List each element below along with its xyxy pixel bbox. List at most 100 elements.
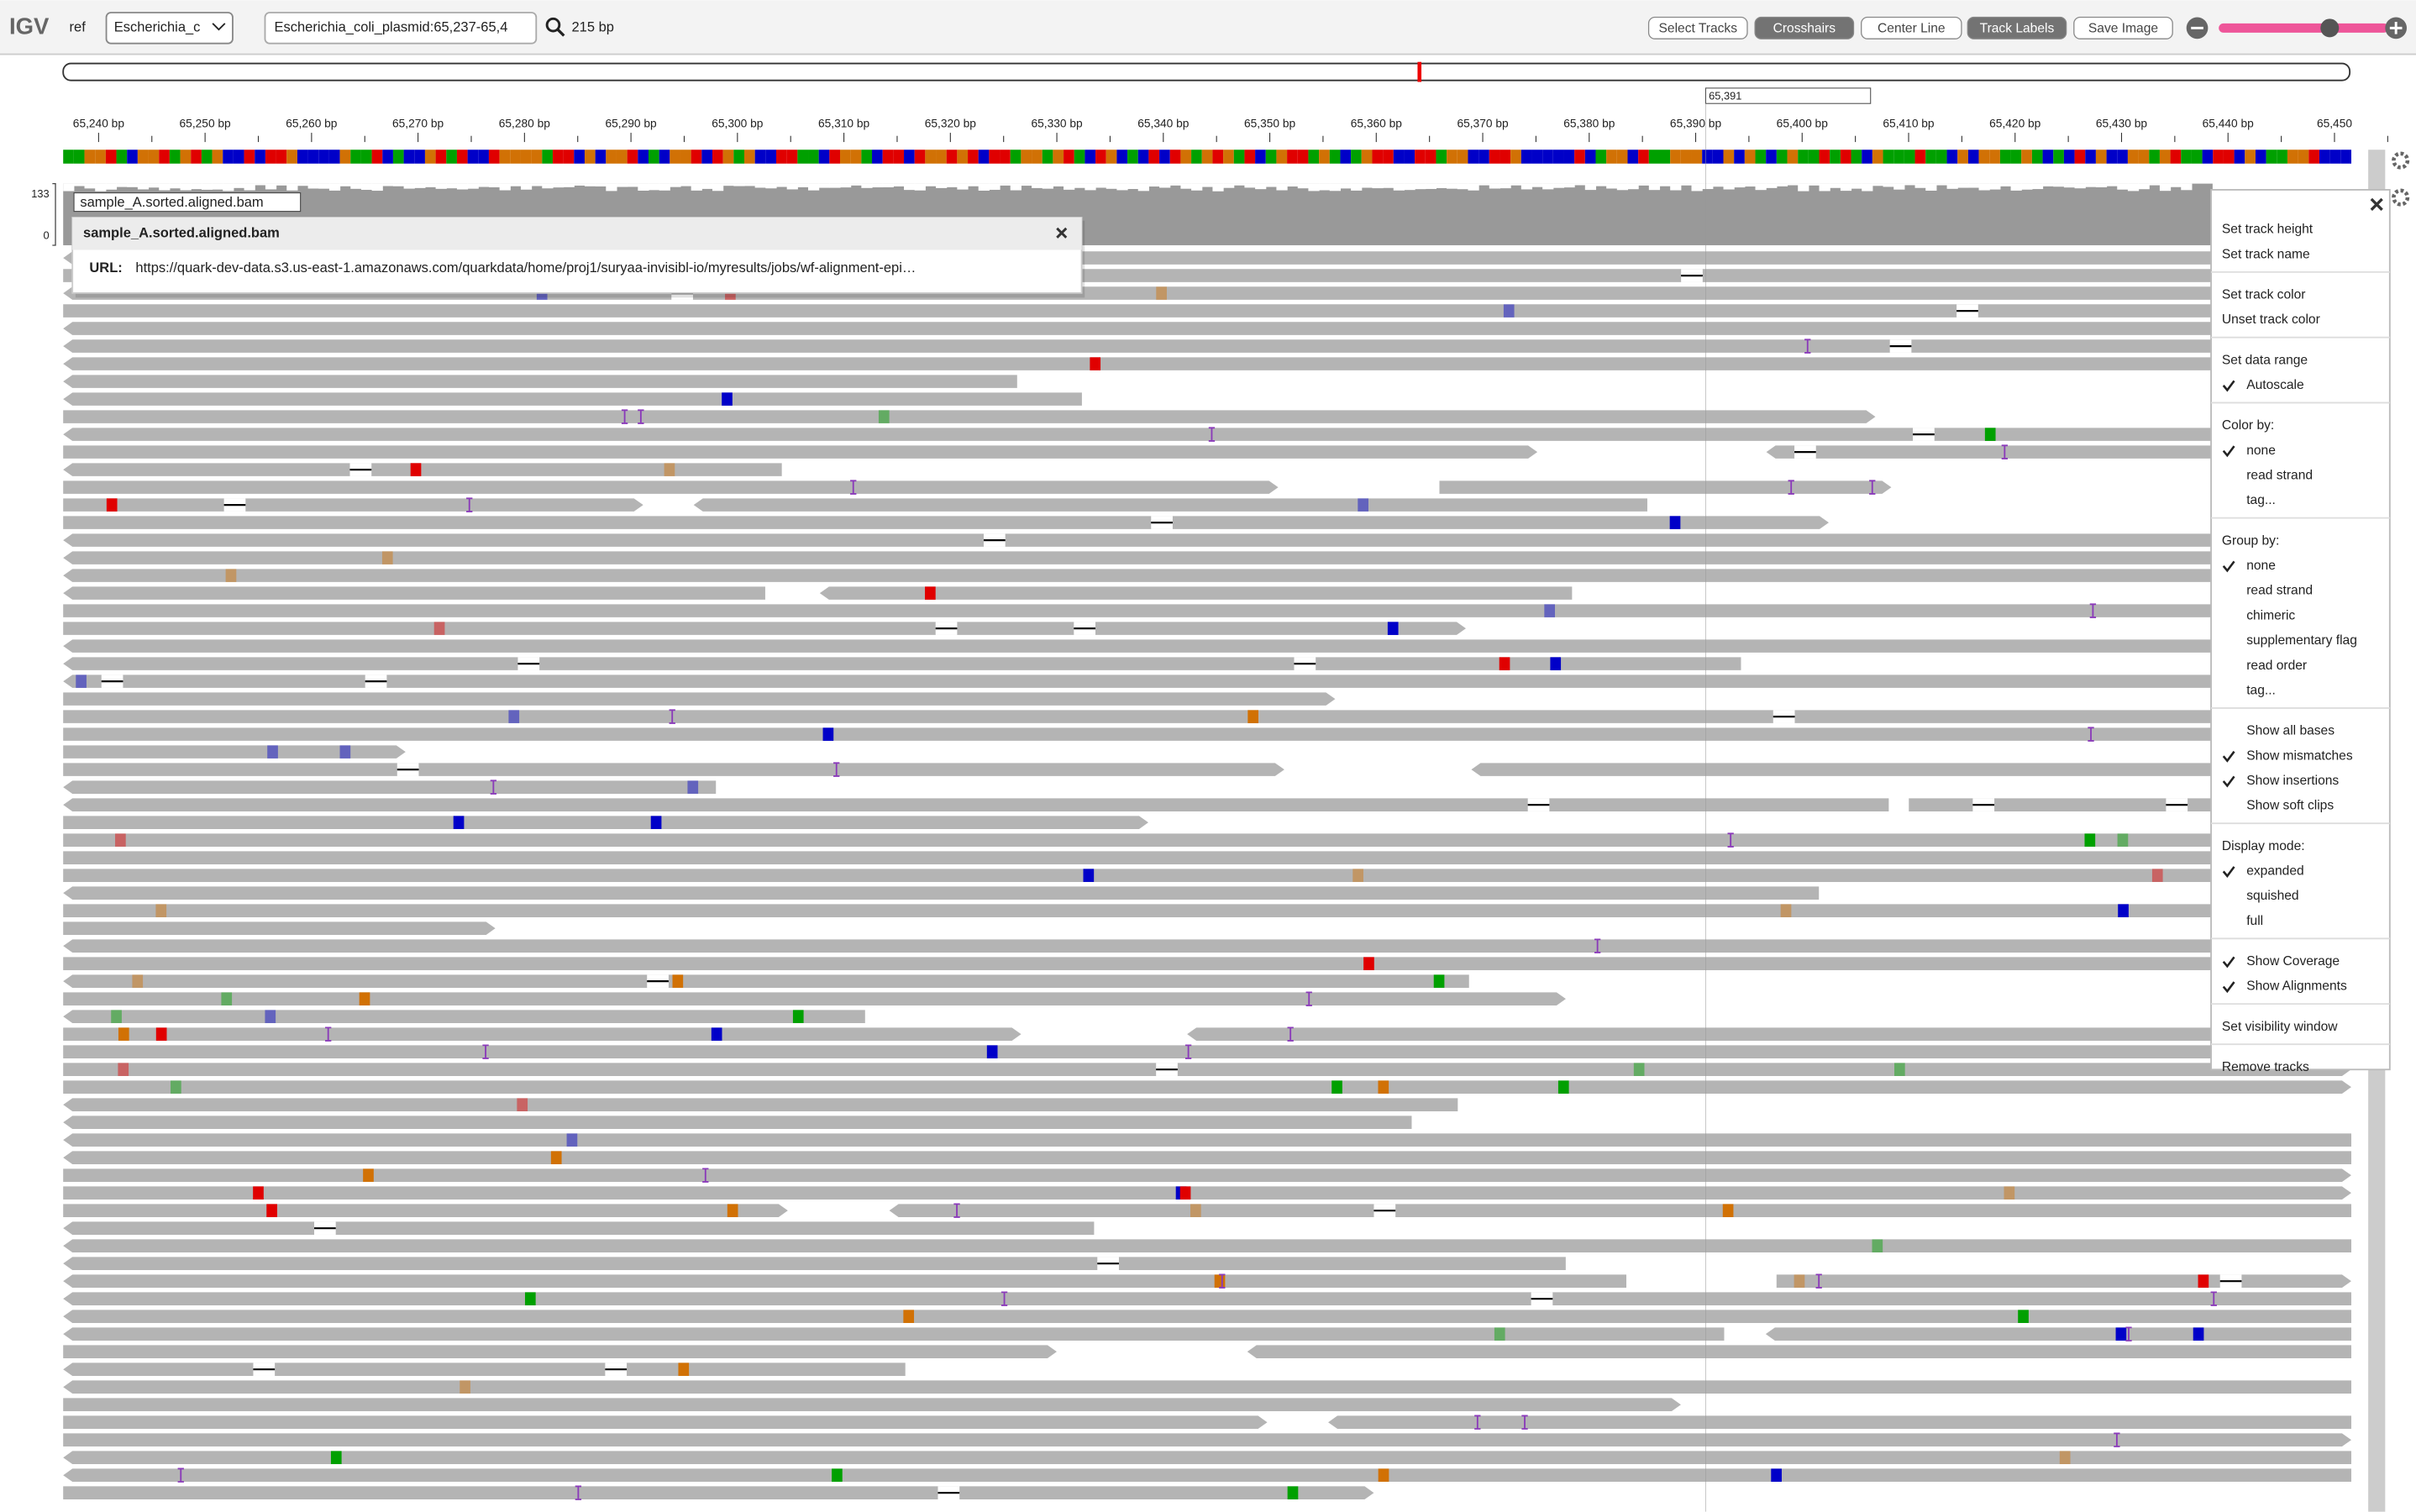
gear-icon[interactable] <box>2392 151 2410 207</box>
base <box>1489 150 1500 164</box>
read <box>1247 1345 2351 1358</box>
genome-value[interactable]: Escherichia_c <box>114 20 201 35</box>
coverage-bin <box>1819 183 1830 192</box>
popup-close[interactable] <box>1056 227 1068 239</box>
menu-item[interactable]: Unset track color <box>2222 312 2320 327</box>
menu-item[interactable]: Show insertions <box>2246 774 2339 788</box>
menu-item[interactable]: Autoscale <box>2246 378 2303 392</box>
mismatch <box>1387 622 1399 635</box>
menu-item[interactable]: full <box>2246 914 2263 928</box>
menu-item[interactable]: expanded <box>2246 864 2303 879</box>
menu-item[interactable]: squished <box>2246 889 2298 903</box>
toolbar-button-label[interactable]: Save Image <box>2088 21 2158 35</box>
toolbar-button-label[interactable]: Track Labels <box>1980 21 2055 35</box>
menu-item[interactable]: Set track color <box>2222 288 2306 302</box>
menu-item[interactable]: tag... <box>2246 493 2276 507</box>
menu-item[interactable]: none <box>2246 444 2276 458</box>
menu-item[interactable]: Show all bases <box>2246 724 2335 738</box>
coverage-bin <box>1319 183 1331 191</box>
menu-item[interactable]: read strand <box>2246 468 2313 482</box>
mismatch <box>727 1204 738 1217</box>
menu-item[interactable]: Show soft clips <box>2246 799 2334 813</box>
coverage-bin <box>244 183 255 191</box>
menu-item[interactable]: Remove tracks <box>2222 1060 2309 1074</box>
base <box>563 150 575 164</box>
coverage-bin <box>127 183 139 187</box>
base <box>2074 150 2086 164</box>
base <box>1308 150 1320 164</box>
read <box>63 745 406 759</box>
base <box>712 150 723 164</box>
gear[interactable] <box>2392 188 2410 207</box>
base <box>446 150 457 164</box>
menu-item[interactable]: Show mismatches <box>2246 748 2353 763</box>
menu-item[interactable]: Set data range <box>2222 353 2308 367</box>
base <box>574 150 585 164</box>
base <box>1563 150 1575 164</box>
coverage-bin <box>733 183 745 186</box>
base <box>925 150 937 164</box>
base <box>1712 150 1724 164</box>
coverage-bin <box>2042 183 2054 186</box>
menu-item[interactable]: tag... <box>2246 684 2276 698</box>
zoom-slider[interactable] <box>2219 23 2388 33</box>
base <box>2085 150 2096 164</box>
base <box>1584 150 1596 164</box>
popup-url[interactable]: https://quark-dev-data.s3.us-east-1.amaz… <box>135 260 916 276</box>
toolbar-button[interactable] <box>1861 16 1962 39</box>
read <box>63 357 2351 370</box>
ideogram[interactable] <box>62 62 2351 81</box>
genome-select[interactable] <box>105 12 234 45</box>
coverage-bin <box>531 183 543 186</box>
toolbar-button[interactable] <box>1754 16 1855 39</box>
toolbar-button-label[interactable]: Center Line <box>1878 21 1946 35</box>
base <box>1319 150 1330 164</box>
menu-item[interactable]: Group by: <box>2222 533 2279 548</box>
menu-item[interactable]: read order <box>2246 659 2307 673</box>
menu-item[interactable]: Color by: <box>2222 418 2274 433</box>
menu-item[interactable]: Set track name <box>2222 247 2310 261</box>
menu-item[interactable]: read strand <box>2246 584 2313 598</box>
track-label-box[interactable] <box>73 192 302 213</box>
toolbar-button-label[interactable]: Select Tracks <box>1659 21 1738 35</box>
zoom-handle[interactable] <box>2320 18 2340 38</box>
base <box>1680 150 1692 164</box>
mismatch <box>1669 516 1681 529</box>
search-icon[interactable] <box>545 17 561 33</box>
toolbar-button-label[interactable]: Crosshairs <box>1773 21 1836 35</box>
coverage-bin <box>1287 183 1299 187</box>
base <box>1904 150 1915 164</box>
insertion <box>621 409 628 424</box>
base <box>2319 150 2330 164</box>
insertion <box>2125 1326 2132 1341</box>
mismatch <box>1872 1239 1883 1252</box>
ruler-tick-label: 65,300 bp <box>712 118 764 130</box>
insertion <box>1727 832 1734 848</box>
toolbar-button[interactable] <box>1647 16 1748 39</box>
base <box>297 150 308 164</box>
insertion <box>1869 480 1876 495</box>
track-label[interactable]: sample_A.sorted.aligned.bam <box>80 195 263 210</box>
menu-item[interactable]: supplementary flag <box>2246 633 2357 648</box>
base <box>2308 150 2319 164</box>
menu-close[interactable] <box>2370 197 2383 211</box>
ruler-tick-label: 65,420 bp <box>1989 118 2041 130</box>
coverage-bin <box>520 183 533 190</box>
gear[interactable] <box>2392 151 2410 170</box>
menu-item[interactable]: none <box>2246 559 2276 573</box>
menu-item[interactable]: Show Alignments <box>2246 979 2347 994</box>
menu-item[interactable]: Set visibility window <box>2222 1020 2338 1034</box>
mismatch <box>330 1451 342 1464</box>
menu-item[interactable]: Set track height <box>2222 223 2314 237</box>
menu-item[interactable]: chimeric <box>2246 608 2295 622</box>
locus-value[interactable]: Escherichia_coli_plasmid:65,237-65,4 <box>274 20 507 35</box>
base <box>2181 150 2192 164</box>
mismatch <box>925 586 936 600</box>
menu-item[interactable]: Display mode: <box>2222 839 2305 853</box>
toolbar-button[interactable] <box>1967 16 2067 39</box>
base <box>1830 150 1841 164</box>
menu-item[interactable]: Show Coverage <box>2246 954 2340 969</box>
locus-input[interactable] <box>264 12 538 45</box>
coverage-bin <box>1404 183 1415 191</box>
toolbar-button[interactable] <box>2073 16 2173 39</box>
